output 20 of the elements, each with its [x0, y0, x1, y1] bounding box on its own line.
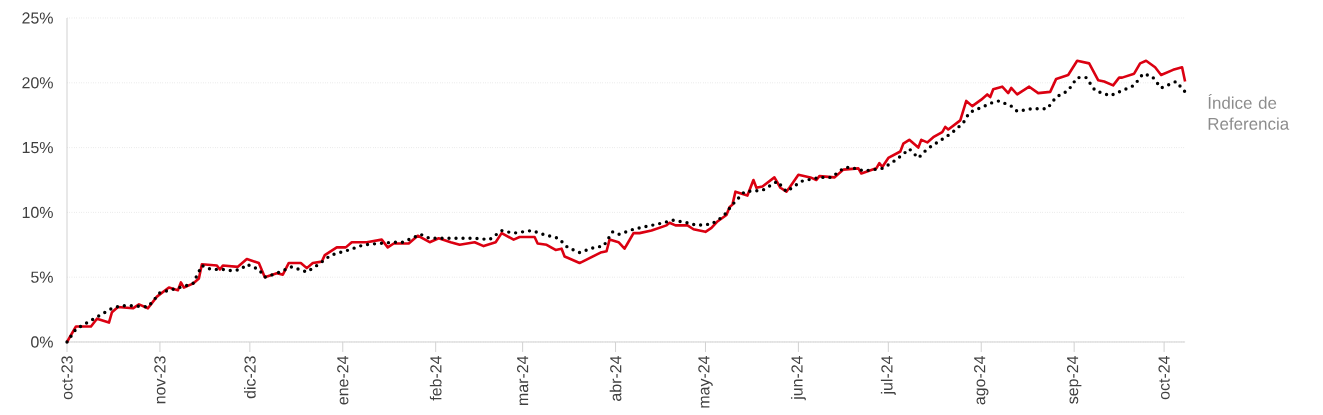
x-tick-label: oct-23 — [61, 356, 73, 400]
y-tick-label: 15% — [22, 141, 53, 154]
x-tick-label: ago-24 — [974, 356, 989, 405]
x-tick-label: dic-23 — [244, 356, 256, 399]
y-tick-label: 10% — [22, 206, 53, 219]
series-label: Índice de Referencia — [1208, 94, 1290, 130]
x-tick-label: mar-24 — [516, 356, 529, 405]
x-tick-label: abr-24 — [609, 356, 622, 401]
y-tick-label: 0% — [31, 336, 53, 348]
x-tick-label: feb-24 — [429, 356, 442, 401]
y-tick-label: 20% — [22, 77, 53, 89]
x-tick-label: jun-24 — [790, 356, 806, 401]
x-tick-label: ene-24 — [337, 356, 349, 405]
x-tick-label: may-24 — [698, 356, 713, 408]
x-tick-label: nov-23 — [154, 356, 166, 404]
y-tick-label: 5% — [31, 271, 53, 283]
x-tick-label: jul-24 — [880, 356, 896, 395]
x-tick-label: oct-24 — [1158, 356, 1170, 400]
x-tick-label: sep-24 — [1066, 356, 1082, 404]
y-tick-label: 25% — [22, 12, 53, 24]
